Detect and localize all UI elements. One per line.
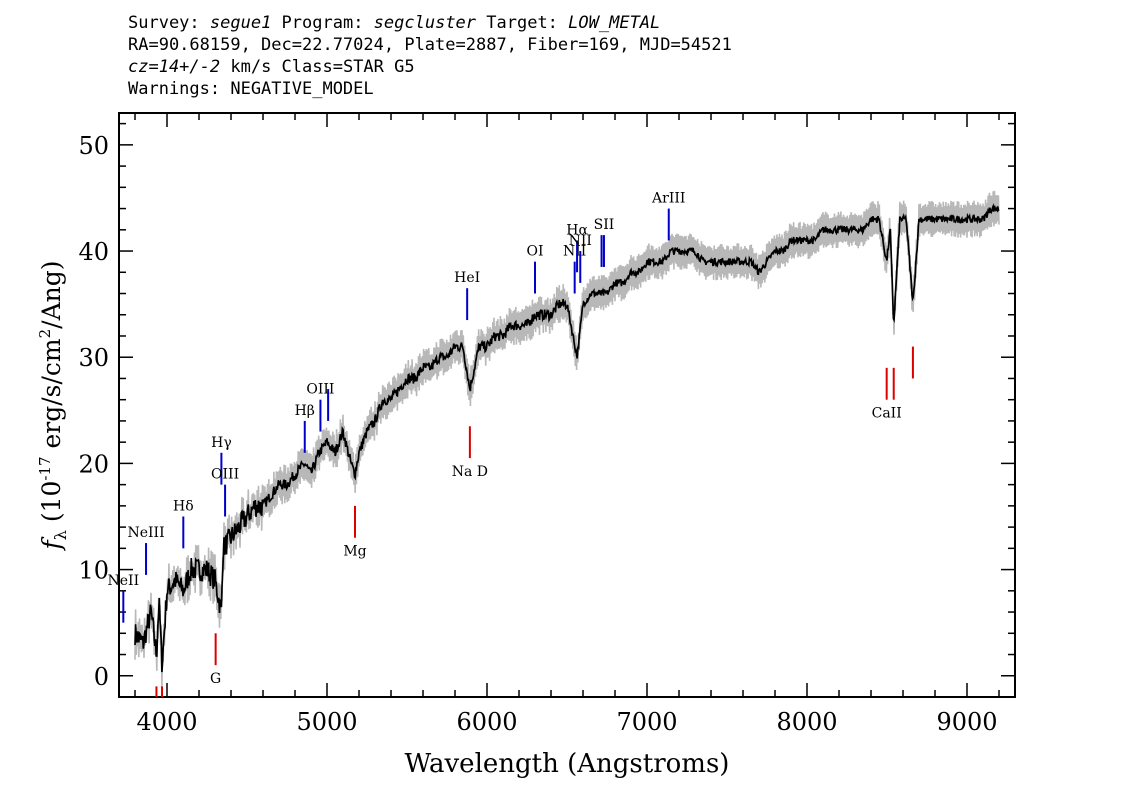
absorption-line-label: CaII (872, 406, 902, 422)
emission-line-label: Hγ (211, 435, 232, 451)
emission-line-label: ArIII (651, 191, 685, 207)
y-tick-label: 10 (78, 557, 109, 585)
x-axis-label: Wavelength (Angstroms) (405, 749, 730, 779)
x-tick-labels: 4000 5000 6000 7000 8000 9000 (136, 708, 997, 736)
emission-line-label: OIII (306, 382, 334, 398)
survey-value: segue1 (209, 13, 272, 33)
flux-line (134, 203, 1000, 673)
y-tick-labels: 0 10 20 30 40 50 (78, 132, 109, 691)
emission-line-label: Hβ (295, 403, 315, 419)
target-value: LOW_METAL (568, 13, 661, 33)
redshift-value: cz=14+/-2 (128, 57, 221, 77)
absorption-line-label: Mg (343, 544, 366, 560)
axis-ticks (119, 113, 1015, 698)
y-tick-label: 0 (94, 663, 109, 691)
y-tick-label: 30 (78, 344, 109, 372)
emission-line-label: Hδ (173, 498, 194, 514)
x-tick-label: 5000 (296, 708, 357, 736)
plot-frame (118, 112, 1016, 698)
y-tick-label: 20 (78, 450, 109, 478)
absorption-line-label: G (210, 671, 221, 687)
emission-line-label: OI (526, 244, 543, 260)
emission-line-label: Hα (566, 222, 588, 238)
x-tick-label: 6000 (456, 708, 517, 736)
spectrum-curves (134, 190, 1000, 688)
target-label: Target: (476, 13, 569, 33)
program-value: segcluster (373, 13, 477, 33)
class-value: km/s Class=STAR G5 (220, 57, 415, 77)
emission-line-label: SII (594, 217, 615, 233)
x-tick-label: 7000 (616, 708, 677, 736)
y-tick-label: 50 (78, 132, 109, 160)
emission-line-label: OIII (211, 467, 239, 483)
x-tick-label: 9000 (936, 708, 997, 736)
header-line-survey: Survey: segue1 Program: segcluster Targe… (128, 12, 1108, 34)
emission-line-label: NeIII (127, 525, 164, 541)
header-line-coords: RA=90.68159, Dec=22.77024, Plate=2887, F… (128, 35, 732, 55)
plot-header: Survey: segue1 Program: segcluster Targe… (128, 12, 1108, 100)
program-label: Program: (271, 13, 374, 33)
x-tick-label: 4000 (136, 708, 197, 736)
absorption-line-label: Na D (452, 464, 488, 480)
y-tick-label: 40 (78, 238, 109, 266)
emission-line-label: NeII (108, 573, 140, 589)
y-axis-label: fλ (10-17 erg/s/cm2/Ang) (36, 260, 70, 551)
noise-band (134, 190, 1000, 688)
header-line-class: cz=14+/-2 km/s Class=STAR G5 (128, 56, 1108, 78)
emission-line-label: NII (569, 233, 592, 249)
header-line-warnings: Warnings: NEGATIVE_MODEL (128, 79, 374, 99)
survey-label: Survey: (128, 13, 210, 33)
emission-line-label: HeI (454, 270, 480, 286)
x-tick-label: 8000 (776, 708, 837, 736)
